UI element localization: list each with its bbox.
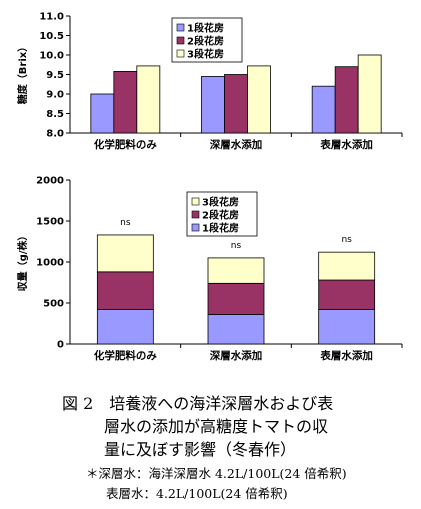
bar-segment xyxy=(96,234,154,273)
brix-chart: 糖度（Brix） 8.0 8.5 9.0 9.5 10.0 10.5 11.0 化学肥料のみ 深… xyxy=(16,12,403,151)
legend-label: 2段花房 xyxy=(187,35,224,48)
bar-segment xyxy=(96,271,154,310)
yield-chart: 収量（g/株） 0 500 1000 1500 2000 化学肥料のみ ns 深層水添加 ns 表… xyxy=(16,176,403,362)
significance-label: ns xyxy=(120,218,131,228)
legend-swatch xyxy=(176,23,185,32)
footnote: ＊深層水：海洋深層水 4.2L/100L(24 倍希釈) 表層水：4.2L/10… xyxy=(86,464,416,504)
bar-segment xyxy=(207,314,265,345)
legend-swatch xyxy=(176,36,185,45)
x-category-label: 化学肥料のみ xyxy=(94,138,157,151)
bar xyxy=(357,54,382,134)
legend-label: 2段花房 xyxy=(202,209,239,222)
bar xyxy=(311,85,336,134)
legend-label: 1段花房 xyxy=(202,222,239,235)
legend-label: 3段花房 xyxy=(187,48,224,61)
y-tick-label: 9.5 xyxy=(46,70,64,81)
x-category-label: 表層水添加 xyxy=(319,349,373,362)
legend-swatch xyxy=(191,223,200,232)
x-category-label: 表層水添加 xyxy=(319,138,373,151)
bar xyxy=(90,93,115,134)
bar-segment xyxy=(207,257,265,284)
bar-segment xyxy=(318,309,376,345)
chart1-ylabel: 糖度（Brix） xyxy=(16,42,29,104)
y-tick-label: 1000 xyxy=(36,258,64,269)
bar xyxy=(201,76,225,134)
y-tick-label: 2000 xyxy=(36,176,64,187)
significance-label: ns xyxy=(231,241,242,251)
bar-segment xyxy=(318,251,376,281)
bar-segment xyxy=(96,309,154,345)
y-tick-label: 1500 xyxy=(36,217,64,228)
y-tick-label: 8.0 xyxy=(46,129,64,140)
y-tick-label: 10.0 xyxy=(39,51,64,62)
y-tick-label: 0 xyxy=(57,340,64,351)
x-category-label: 深層水添加 xyxy=(210,349,263,362)
y-tick-label: 500 xyxy=(43,299,64,310)
legend-label: 3段花房 xyxy=(202,196,239,209)
footnote-line-1: ＊深層水：海洋深層水 4.2L/100L(24 倍希釈) xyxy=(86,466,347,481)
bar xyxy=(113,70,138,134)
caption-line-3: 量に及ぼす影響（冬春作） xyxy=(104,440,297,459)
y-tick-label: 11.0 xyxy=(39,12,64,23)
caption-line-2: 層水の添加が高糖度トマトの収 xyxy=(104,417,329,436)
bar xyxy=(334,66,359,134)
y-tick-label: 9.0 xyxy=(46,90,64,101)
chart2-ylabel: 収量（g/株） xyxy=(16,231,29,292)
bar xyxy=(136,65,161,134)
bar-segment xyxy=(318,279,376,310)
bar xyxy=(247,65,271,134)
x-category-label: 化学肥料のみ xyxy=(94,349,157,362)
footnote-line-2: 表層水：4.2L/100L(24 倍希釈) xyxy=(106,486,288,501)
x-category-label: 深層水添加 xyxy=(210,138,263,151)
legend-swatch xyxy=(191,210,200,219)
significance-label: ns xyxy=(341,235,352,245)
caption-line-1: 図 2 培養液への海洋深層水および表 xyxy=(62,394,334,413)
legend-swatch xyxy=(191,197,200,206)
legend-swatch xyxy=(176,49,185,58)
bar-segment xyxy=(207,282,265,315)
figure-caption: 図 2 培養液への海洋深層水および表 層水の添加が高糖度トマトの収 量に及ぼす影… xyxy=(62,392,412,461)
bar xyxy=(224,74,248,134)
y-tick-label: 10.5 xyxy=(39,31,64,42)
legend-label: 1段花房 xyxy=(187,22,224,35)
y-tick-label: 8.5 xyxy=(46,109,64,120)
